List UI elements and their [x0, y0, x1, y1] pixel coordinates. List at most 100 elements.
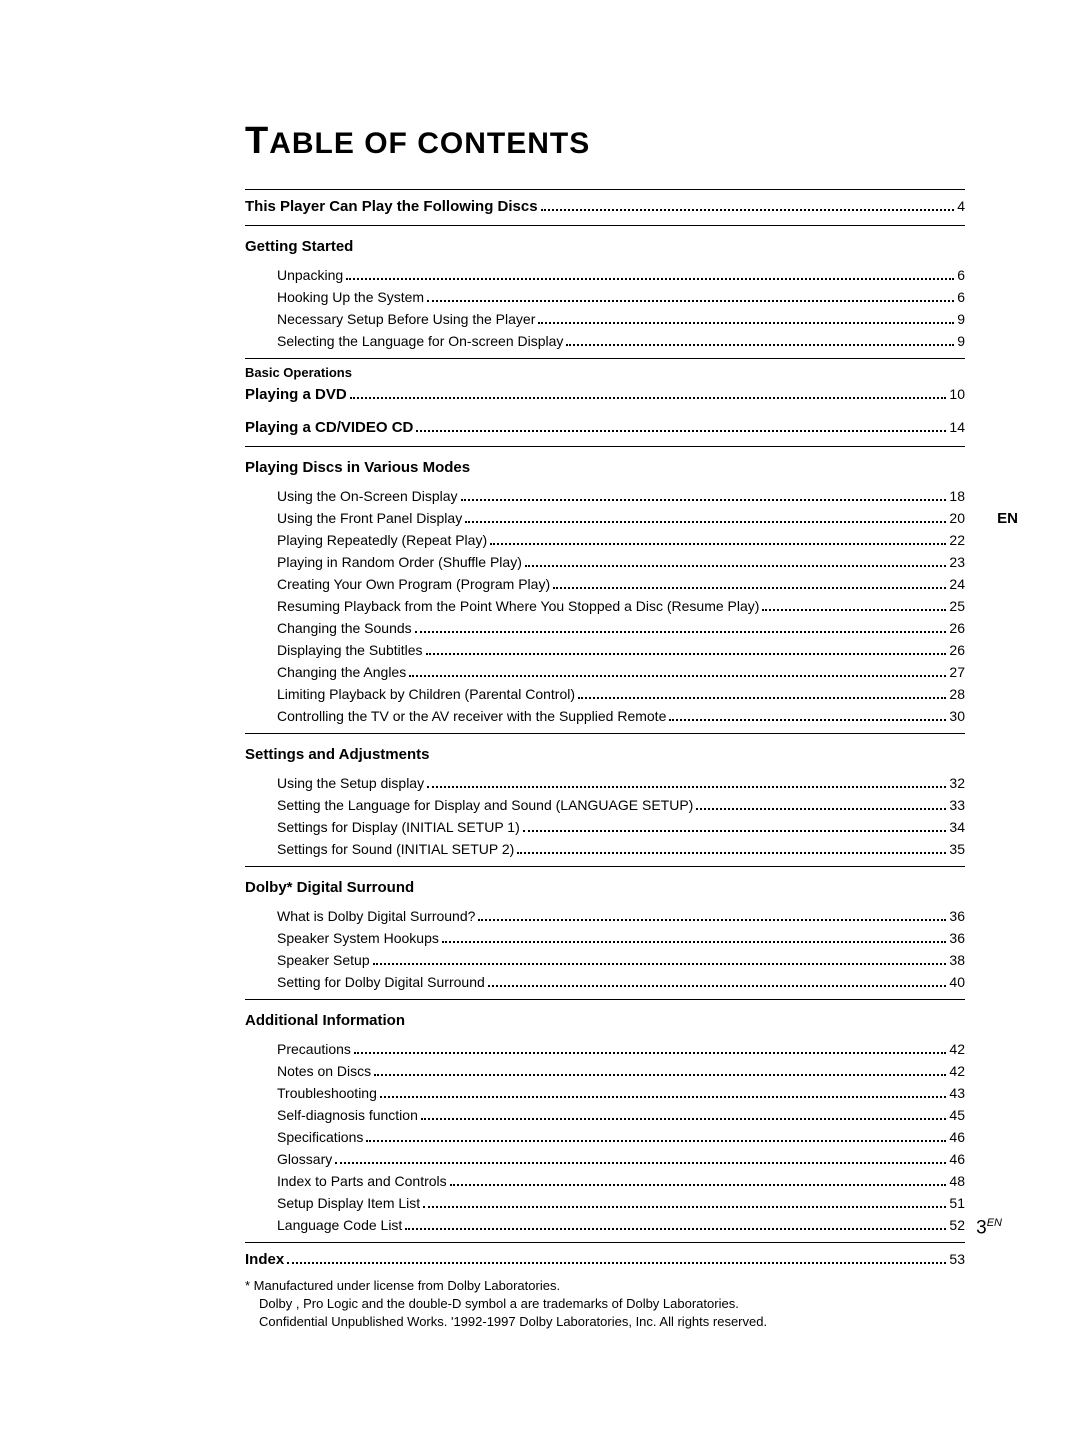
- toc-text: Using the On-Screen Display: [277, 486, 458, 507]
- section-header-settings: Settings and Adjustments: [245, 746, 965, 763]
- toc-dots: [488, 985, 947, 987]
- toc-text: Settings for Sound (INITIAL SETUP 2): [277, 839, 514, 860]
- toc-dots: [423, 1206, 946, 1208]
- toc-page: 43: [949, 1083, 965, 1104]
- toc-dots: [415, 631, 947, 633]
- toc-sub-block: Precautions42Notes on Discs42Troubleshoo…: [245, 1039, 965, 1236]
- toc-entry: Necessary Setup Before Using the Player9: [277, 309, 965, 330]
- toc-page: 28: [949, 684, 965, 705]
- toc-dots: [366, 1140, 946, 1142]
- toc-text: Controlling the TV or the AV receiver wi…: [277, 706, 666, 727]
- toc-text: Index to Parts and Controls: [277, 1171, 447, 1192]
- toc-dots: [427, 786, 946, 788]
- toc-entry: Setting for Dolby Digital Surround40: [277, 972, 965, 993]
- toc-dots: [421, 1118, 947, 1120]
- toc-dots: [578, 697, 946, 699]
- toc-page: 35: [949, 839, 965, 860]
- toc-dots: [566, 344, 954, 346]
- toc-dots: [696, 808, 946, 810]
- toc-text: Precautions: [277, 1039, 351, 1060]
- toc-page: 9: [957, 331, 965, 352]
- toc-dots: [538, 322, 954, 324]
- language-tab: EN: [997, 510, 1018, 527]
- toc-entry: Changing the Sounds26: [277, 618, 965, 639]
- toc-text: Playing in Random Order (Shuffle Play): [277, 552, 522, 573]
- toc-page: 45: [949, 1105, 965, 1126]
- divider: [245, 189, 965, 190]
- toc-dots: [350, 397, 947, 399]
- toc-page: 20: [949, 508, 965, 529]
- toc-dots: [442, 941, 947, 943]
- toc-page: 25: [949, 596, 965, 617]
- toc-dots: [525, 565, 947, 567]
- toc-page: 6: [957, 287, 965, 308]
- toc-text: Unpacking: [277, 265, 343, 286]
- divider: [245, 358, 965, 359]
- toc-text: Using the Setup display: [277, 773, 424, 794]
- toc-text: Playing a DVD: [245, 384, 347, 407]
- toc-page: 48: [949, 1171, 965, 1192]
- section-header-various-modes: Playing Discs in Various Modes: [245, 459, 965, 476]
- toc-entry: Unpacking 6: [277, 265, 965, 286]
- section-header-additional: Additional Information: [245, 1012, 965, 1029]
- toc-text: Playing a CD/VIDEO CD: [245, 417, 413, 440]
- toc-page: 30: [949, 706, 965, 727]
- toc-page: 6: [957, 265, 965, 286]
- toc-page: 9: [957, 309, 965, 330]
- toc-entry: Selecting the Language for On-screen Dis…: [277, 331, 965, 352]
- toc-entry: Using the Front Panel Display20: [277, 508, 965, 529]
- toc-dots: [426, 653, 947, 655]
- toc-entry-index: Index 53: [245, 1249, 965, 1272]
- toc-entry: Glossary 46: [277, 1149, 965, 1170]
- toc-entry: Using the On-Screen Display 18: [277, 486, 965, 507]
- toc-sub-block: What is Dolby Digital Surround?36Speaker…: [245, 906, 965, 993]
- toc-dots: [374, 1074, 946, 1076]
- section-header-dolby: Dolby* Digital Surround: [245, 879, 965, 896]
- toc-text: Resuming Playback from the Point Where Y…: [277, 596, 759, 617]
- toc-entry: Notes on Discs42: [277, 1061, 965, 1082]
- page-number-digit: 3: [976, 1217, 987, 1238]
- toc-entry-playing-cd: Playing a CD/VIDEO CD 14: [245, 417, 965, 440]
- toc-text: Hooking Up the System: [277, 287, 424, 308]
- toc-sub-block: Unpacking6Hooking Up the System6Necessar…: [245, 265, 965, 352]
- toc-text: Selecting the Language for On-screen Dis…: [277, 331, 563, 352]
- toc-page: 42: [949, 1061, 965, 1082]
- toc-text: Glossary: [277, 1149, 332, 1170]
- toc-page: 34: [949, 817, 965, 838]
- toc-page: 22: [949, 530, 965, 551]
- divider: [245, 446, 965, 447]
- toc-dots: [450, 1184, 947, 1186]
- toc-page: 46: [949, 1149, 965, 1170]
- toc-text: Language Code List: [277, 1215, 402, 1236]
- toc-page: 52: [949, 1215, 965, 1236]
- toc-dots: [523, 830, 947, 832]
- toc-text: Playing Repeatedly (Repeat Play): [277, 530, 487, 551]
- toc-dots: [517, 852, 946, 854]
- toc-entry: Specifications46: [277, 1127, 965, 1148]
- toc-page: 18: [949, 486, 965, 507]
- toc-dots: [405, 1228, 946, 1230]
- toc-dots: [409, 675, 946, 677]
- toc-page: 4: [957, 196, 965, 217]
- toc-page: 53: [949, 1249, 965, 1270]
- toc-text: Changing the Angles: [277, 662, 406, 683]
- toc-page: 23: [949, 552, 965, 573]
- toc-page: 46: [949, 1127, 965, 1148]
- toc-dots: [461, 499, 947, 501]
- toc-dots: [669, 719, 946, 721]
- toc-text: Setting for Dolby Digital Surround: [277, 972, 485, 993]
- toc-text: This Player Can Play the Following Discs: [245, 196, 538, 219]
- toc-page: 51: [949, 1193, 965, 1214]
- toc-text: Setting the Language for Display and Sou…: [277, 795, 693, 816]
- toc-text: Speaker Setup: [277, 950, 370, 971]
- page-title: TABLE OF CONTENTS: [245, 120, 965, 163]
- toc-dots: [553, 587, 946, 589]
- toc-entry-playing-dvd: Playing a DVD 10: [245, 384, 965, 407]
- toc-dots: [346, 278, 954, 280]
- toc-entry: Limiting Playback by Children (Parental …: [277, 684, 965, 705]
- divider: [245, 733, 965, 734]
- toc-entry: Self-diagnosis function45: [277, 1105, 965, 1126]
- toc-entry: Settings for Sound (INITIAL SETUP 2) 35: [277, 839, 965, 860]
- toc-dots: [287, 1262, 946, 1264]
- toc-page: 42: [949, 1039, 965, 1060]
